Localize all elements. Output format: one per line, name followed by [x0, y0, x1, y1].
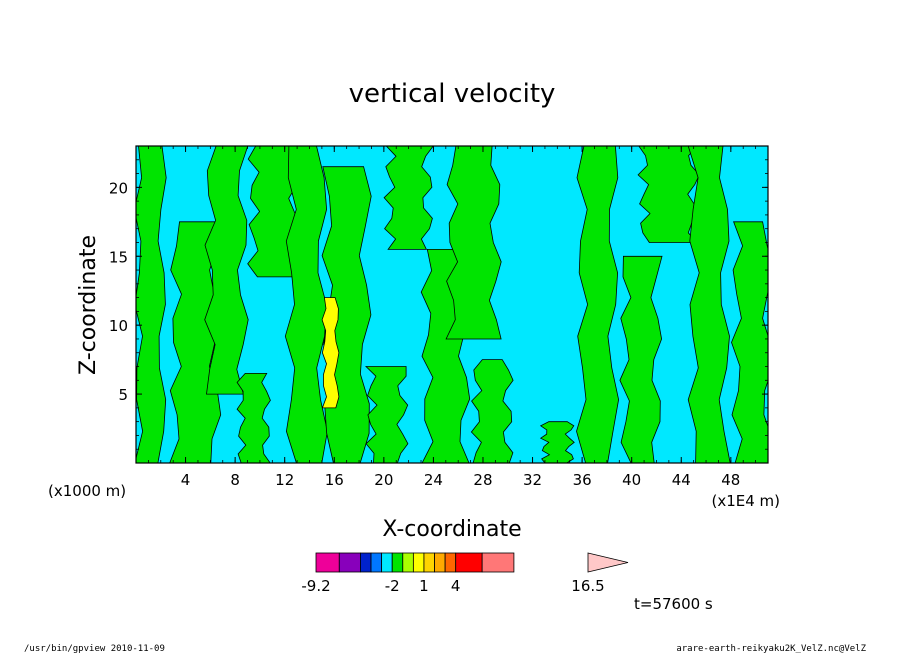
contour-region	[321, 297, 340, 409]
colorbar-label: 1	[419, 577, 429, 595]
contour-region	[236, 373, 271, 463]
colorbar-label: -9.2	[301, 577, 330, 595]
plot-frame	[135, 145, 769, 464]
footer-right: arare-earth-reikyaku2K_VelZ.nc@VelZ	[676, 644, 866, 654]
colorbar-extension	[587, 552, 629, 573]
y-axis-label: Z-coordinate	[76, 235, 101, 375]
updraft-contour-regions	[136, 146, 768, 463]
colorbar-label: 16.5	[571, 577, 604, 595]
contour-region	[284, 146, 328, 463]
contour-region	[539, 421, 575, 463]
x-tick-label: 40	[622, 471, 641, 489]
contour-region	[445, 146, 502, 340]
x-tick-label: 36	[573, 471, 592, 489]
colorbar-swatch	[338, 552, 361, 573]
colorbar-label: -2	[385, 577, 400, 595]
x-axis-ticks: 4 8 12 16 20 24 28 32 36 40 44 48	[147, 146, 757, 489]
colorbar-swatch	[391, 552, 404, 573]
contour-region	[637, 146, 700, 243]
x-tick-label: 32	[523, 471, 542, 489]
x-unit-left: (x1000 m)	[48, 482, 126, 500]
contour-region	[365, 366, 409, 463]
colorbar-swatch	[434, 552, 446, 573]
colorbar-swatch	[481, 552, 515, 573]
colorbar-swatch	[315, 552, 340, 573]
y-tick-label: 15	[109, 248, 128, 266]
y-tick-label: 5	[118, 386, 128, 404]
x-tick-label: 8	[230, 471, 240, 489]
x-tick-label: 16	[325, 471, 344, 489]
colorbar-swatch	[444, 552, 457, 573]
colorbar-swatch	[412, 552, 425, 573]
x-unit-right: (x1E4 m)	[711, 492, 780, 510]
contour-region	[136, 146, 167, 463]
x-tick-label: 48	[721, 471, 740, 489]
chart-title: vertical velocity	[349, 79, 556, 109]
y-axis-ticks: 5 10 15 20	[109, 159, 768, 450]
footer-left: /usr/bin/gpview 2010-11-09	[24, 644, 165, 654]
x-tick-label: 24	[424, 471, 443, 489]
time-label: t=57600 s	[634, 595, 713, 613]
colorbar-swatch	[360, 552, 372, 573]
colorbar-swatch	[423, 552, 435, 573]
x-tick-label: 12	[275, 471, 294, 489]
x-tick-label: 28	[473, 471, 492, 489]
colorbar-label: 4	[451, 577, 461, 595]
y-tick-label: 10	[109, 317, 128, 335]
colorbar-labels: -9.2 -2 1 4 16.5	[301, 577, 604, 595]
colorbar-swatch	[370, 552, 383, 573]
contour-region	[204, 146, 249, 395]
colorbar	[315, 552, 629, 573]
colorbar-swatch	[381, 552, 393, 573]
contour-region	[383, 146, 434, 250]
y-tick-label: 20	[109, 179, 128, 197]
contour-region	[731, 221, 768, 463]
x-tick-label: 4	[181, 471, 191, 489]
colorbar-swatch	[402, 552, 414, 573]
x-axis-label: X-coordinate	[382, 517, 521, 542]
x-tick-label: 44	[672, 471, 691, 489]
contour-region	[576, 146, 620, 463]
colorbar-swatch	[455, 552, 483, 573]
x-tick-label: 20	[374, 471, 393, 489]
contour-region	[619, 255, 663, 463]
contour-region	[687, 146, 731, 463]
contour-region	[470, 359, 514, 463]
